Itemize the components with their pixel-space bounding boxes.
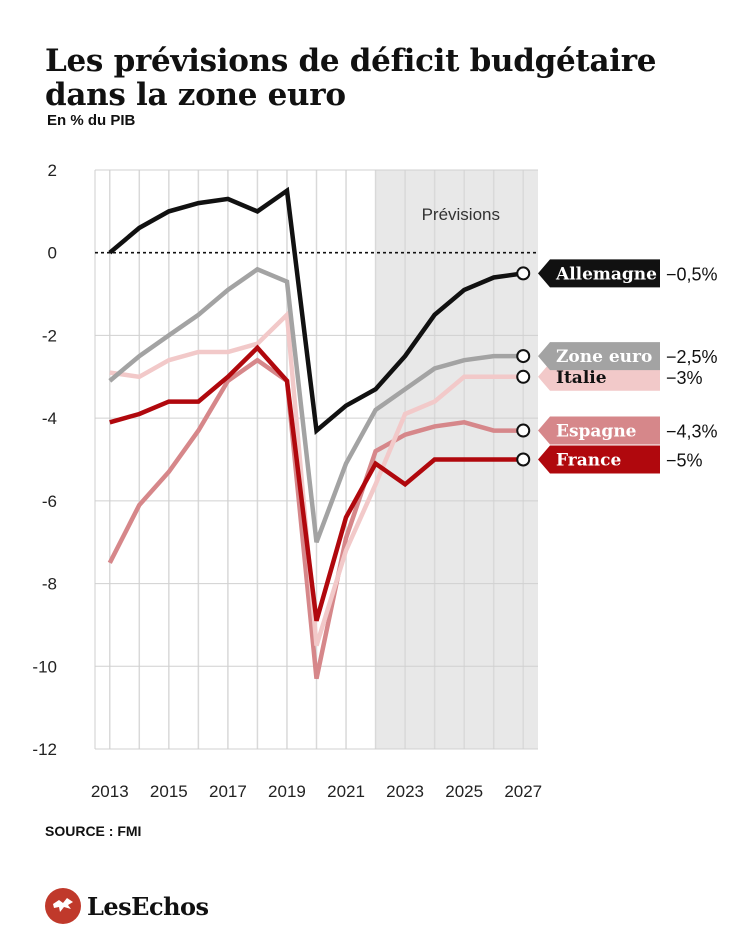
series-badge-allemagne [538,259,660,288]
chart-subtitle: En % du PIB [47,112,136,129]
x-tick-label: 2017 [209,782,247,801]
logo-text: LesEchos [87,891,209,921]
series-value-espagne: −4,3% [666,422,718,442]
y-tick-label: -6 [42,492,57,511]
series-name-italie: Italie [556,368,607,388]
les-echos-logo: LesEchos [45,888,209,924]
series-name-france: France [556,451,621,471]
y-tick-label: -12 [32,740,57,759]
series-value-allemagne: −0,5% [666,264,718,284]
series-line-italie [109,309,524,647]
y-tick-label: -8 [42,575,57,594]
series-badge-zone-euro [538,342,660,371]
series-line-espagne [107,357,524,680]
y-tick-label: -10 [32,657,57,676]
end-marker-espagne [516,423,531,438]
series-line-france [109,344,524,622]
series-line-allemagne [108,186,524,436]
series-value-italie: −3% [666,368,703,388]
y-tick-label: 0 [48,244,57,263]
series-badge-france [538,445,660,474]
x-tick-label: 2027 [504,782,542,801]
series-line-zone-euro [108,266,524,543]
chart-title: Les prévisions de déficit budgétaire dan… [45,43,657,113]
x-tick-label: 2025 [445,782,483,801]
y-tick-label: -4 [42,409,57,428]
x-tick-label: 2021 [327,782,365,801]
end-marker-france [516,452,531,467]
end-marker-zone-euro [516,349,531,364]
series-name-espagne: Espagne [556,422,637,442]
forecast-label: Prévisions [422,205,500,224]
y-tick-label: 2 [48,161,57,180]
source-note: SOURCE : FMI [45,823,142,839]
x-tick-label: 2015 [150,782,188,801]
x-tick-label: 2023 [386,782,424,801]
y-tick-label: -2 [42,326,57,345]
x-tick-label: 2019 [268,782,306,801]
series-value-france: −5% [666,451,703,471]
series-name-zone-euro: Zone euro [556,347,652,367]
eagle-icon [45,888,81,924]
end-marker-italie [516,369,531,384]
series-value-zone-euro: −2,5% [666,347,718,367]
series-badge-espagne [538,416,660,445]
series-name-allemagne: Allemagne [555,264,657,284]
end-marker-allemagne [516,266,531,281]
x-tick-label: 2013 [91,782,129,801]
